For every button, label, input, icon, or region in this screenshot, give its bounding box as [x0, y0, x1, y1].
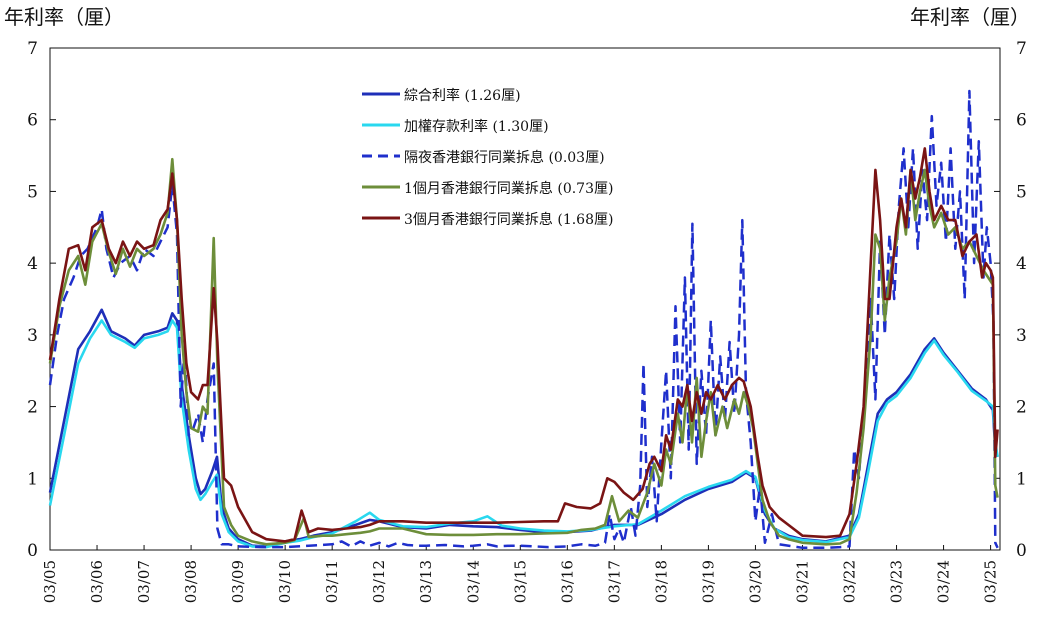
x-axis-ticks: 03/05 03/06 03/07 03/08 03/09 03/10 03/11 03/12…: [41, 545, 1000, 603]
x-tick-label: 03/09: [229, 560, 247, 603]
x-tick-label: 03/07: [135, 560, 153, 603]
legend-label-4: 3個月香港銀行同業拆息 (1.68厘): [404, 211, 613, 228]
series-line-0: [48, 308, 999, 548]
left-axis-unit: 年利率（厘）: [4, 5, 124, 29]
x-tick-label: 03/23: [888, 560, 906, 603]
x-tick-label: 03/22: [841, 560, 859, 603]
y-tick-label-left: 5: [27, 182, 38, 202]
series-line-3: [48, 157, 999, 546]
y-tick-label-left: 2: [27, 398, 38, 418]
legend-label-0: 綜合利率 (1.26厘): [404, 87, 521, 104]
y-tick-label-right: 6: [1016, 111, 1027, 131]
y-tick-label-right: 5: [1016, 182, 1027, 202]
x-tick-label: 03/10: [276, 560, 294, 603]
legend: 綜合利率 (1.26厘) 加權存款利率 (1.30厘) 隔夜香港銀行同業拆息 (0.…: [362, 87, 613, 228]
x-tick-label: 03/25: [982, 560, 1000, 603]
series-layer: [48, 89, 999, 550]
legend-label-2: 隔夜香港銀行同業拆息 (0.03厘): [404, 149, 605, 166]
y-tick-label-right: 0: [1016, 541, 1027, 561]
legend-label-1: 加權存款利率 (1.30厘): [404, 118, 549, 135]
y-tick-label-left: 6: [27, 111, 38, 131]
y-tick-label-right: 7: [1016, 39, 1027, 59]
x-tick-label: 03/05: [41, 560, 59, 603]
x-tick-label: 03/18: [652, 560, 670, 603]
x-tick-label: 03/20: [746, 560, 764, 603]
x-tick-label: 03/17: [605, 560, 623, 603]
plot-area: [49, 47, 1001, 551]
y-tick-label-right: 3: [1016, 326, 1027, 346]
right-y-ticks: 0 1 2 3 4 5 6 7: [994, 39, 1027, 561]
x-tick-label: 03/15: [511, 560, 529, 603]
legend-label-3: 1個月香港銀行同業拆息 (0.73厘): [404, 180, 613, 197]
y-tick-label-left: 0: [27, 541, 38, 561]
y-tick-label-left: 4: [27, 254, 38, 274]
x-tick-label: 03/08: [182, 560, 200, 603]
x-tick-label: 03/19: [699, 560, 717, 603]
right-axis-unit: 年利率（厘）: [910, 5, 1030, 29]
y-tick-label-right: 1: [1016, 469, 1027, 489]
y-tick-label-right: 4: [1016, 254, 1027, 274]
x-tick-label: 03/06: [88, 560, 106, 603]
x-tick-label: 03/24: [935, 560, 953, 603]
x-tick-label: 03/11: [323, 560, 341, 603]
x-tick-label: 03/21: [793, 560, 811, 603]
y-tick-label-left: 7: [27, 39, 38, 59]
y-tick-label-right: 2: [1016, 398, 1027, 418]
y-tick-label-left: 3: [27, 326, 38, 346]
series-line-1: [48, 319, 999, 549]
x-tick-label: 03/16: [558, 560, 576, 603]
left-y-ticks: 0 1 2 3 4 5 6 7: [27, 39, 56, 561]
series-line-4: [48, 147, 999, 543]
x-tick-label: 03/14: [464, 560, 482, 603]
y-tick-label-left: 1: [27, 469, 38, 489]
x-tick-label: 03/12: [370, 560, 388, 603]
x-tick-label: 03/13: [417, 560, 435, 603]
